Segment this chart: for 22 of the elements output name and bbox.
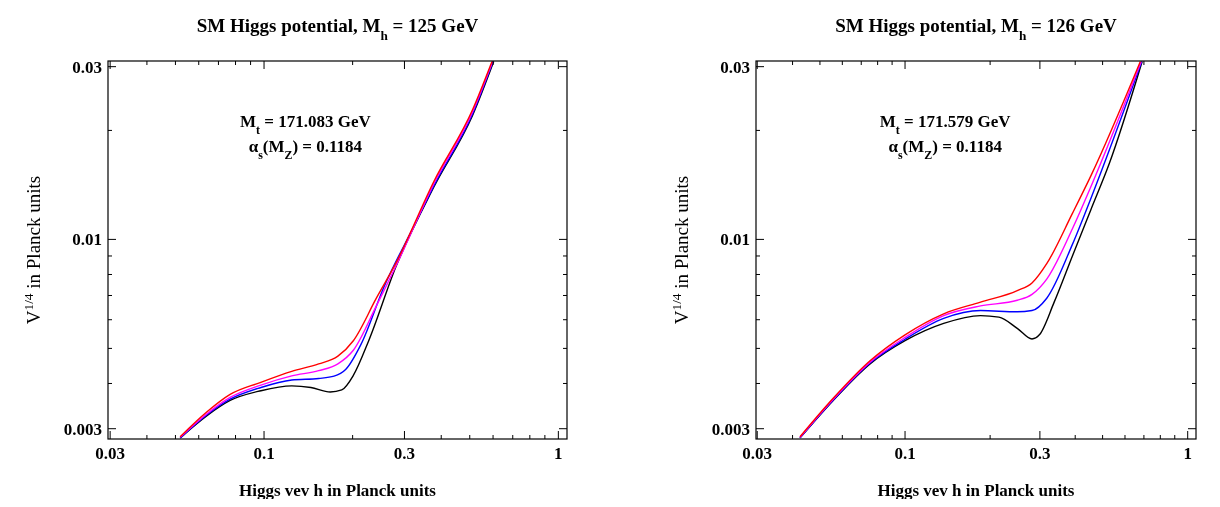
y-tick-label: 0.003 xyxy=(63,419,102,439)
x-tick-label: 1 xyxy=(1183,444,1192,463)
x-tick-label: 0.3 xyxy=(1029,444,1051,463)
x-axis-title: Higgs vev h in Planck units xyxy=(239,481,437,500)
annotation: M$_{t}$ = 171.083 GeV xyxy=(239,112,372,137)
annotation: M$_{t}$ = 171.579 GeV xyxy=(879,112,1012,137)
x-tick-label: 0.03 xyxy=(95,444,126,463)
x-tick-label: 0.1 xyxy=(894,444,916,463)
y-tick-label: 0.03 xyxy=(720,57,750,77)
y-tick-label: 0.003 xyxy=(711,419,750,439)
x-axis-title: Higgs vev h in Planck units xyxy=(877,481,1075,500)
annotation: α$_{s}$(M$_{Z}$) = 0.1184 xyxy=(888,137,1003,162)
x-tick-label: 1 xyxy=(554,444,563,463)
chart-title: SM Higgs potential, M$_{h}$ = 125 GeV xyxy=(196,15,479,43)
y-tick-label: 0.03 xyxy=(72,57,102,77)
y-tick-label: 0.01 xyxy=(720,230,750,250)
x-tick-label: 0.1 xyxy=(253,444,275,463)
y-tick-label: 0.01 xyxy=(72,230,102,250)
x-tick-label: 0.03 xyxy=(742,444,773,463)
x-tick-label: 0.3 xyxy=(393,444,416,463)
chart-title: SM Higgs potential, M$_{h}$ = 126 GeV xyxy=(835,15,1118,43)
annotation: α$_{s}$(M$_{Z}$) = 0.1184 xyxy=(248,137,363,162)
